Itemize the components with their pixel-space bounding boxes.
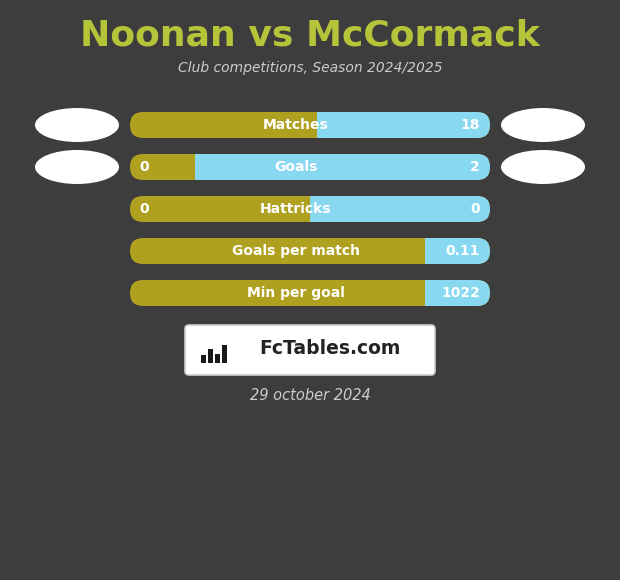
Bar — [222, 345, 227, 363]
Text: Noonan vs McCormack: Noonan vs McCormack — [80, 18, 540, 52]
FancyBboxPatch shape — [185, 325, 435, 375]
FancyBboxPatch shape — [130, 280, 490, 306]
Bar — [201, 355, 206, 363]
Text: 29 october 2024: 29 october 2024 — [250, 387, 370, 403]
Text: FcTables.com: FcTables.com — [259, 339, 401, 358]
Bar — [317, 112, 490, 138]
FancyBboxPatch shape — [130, 154, 490, 180]
Bar — [425, 280, 490, 306]
Ellipse shape — [501, 150, 585, 184]
Text: 0: 0 — [139, 160, 149, 174]
Text: Hattricks: Hattricks — [260, 202, 331, 216]
Text: 0: 0 — [139, 202, 149, 216]
Ellipse shape — [501, 108, 585, 142]
Bar — [215, 354, 220, 363]
Bar — [208, 349, 213, 363]
Text: 1022: 1022 — [441, 286, 480, 300]
Ellipse shape — [35, 150, 119, 184]
Bar — [310, 196, 490, 222]
Text: 2: 2 — [470, 160, 480, 174]
Text: 0.11: 0.11 — [446, 244, 480, 258]
FancyBboxPatch shape — [130, 196, 490, 222]
FancyBboxPatch shape — [130, 112, 490, 138]
Ellipse shape — [35, 108, 119, 142]
Text: 0: 0 — [471, 202, 480, 216]
Text: Matches: Matches — [263, 118, 329, 132]
Text: Goals: Goals — [274, 160, 317, 174]
FancyBboxPatch shape — [130, 238, 490, 264]
Text: Club competitions, Season 2024/2025: Club competitions, Season 2024/2025 — [178, 61, 442, 75]
Text: Min per goal: Min per goal — [247, 286, 345, 300]
Bar — [425, 238, 490, 264]
Text: Goals per match: Goals per match — [232, 244, 360, 258]
Text: 18: 18 — [461, 118, 480, 132]
Bar — [195, 154, 490, 180]
